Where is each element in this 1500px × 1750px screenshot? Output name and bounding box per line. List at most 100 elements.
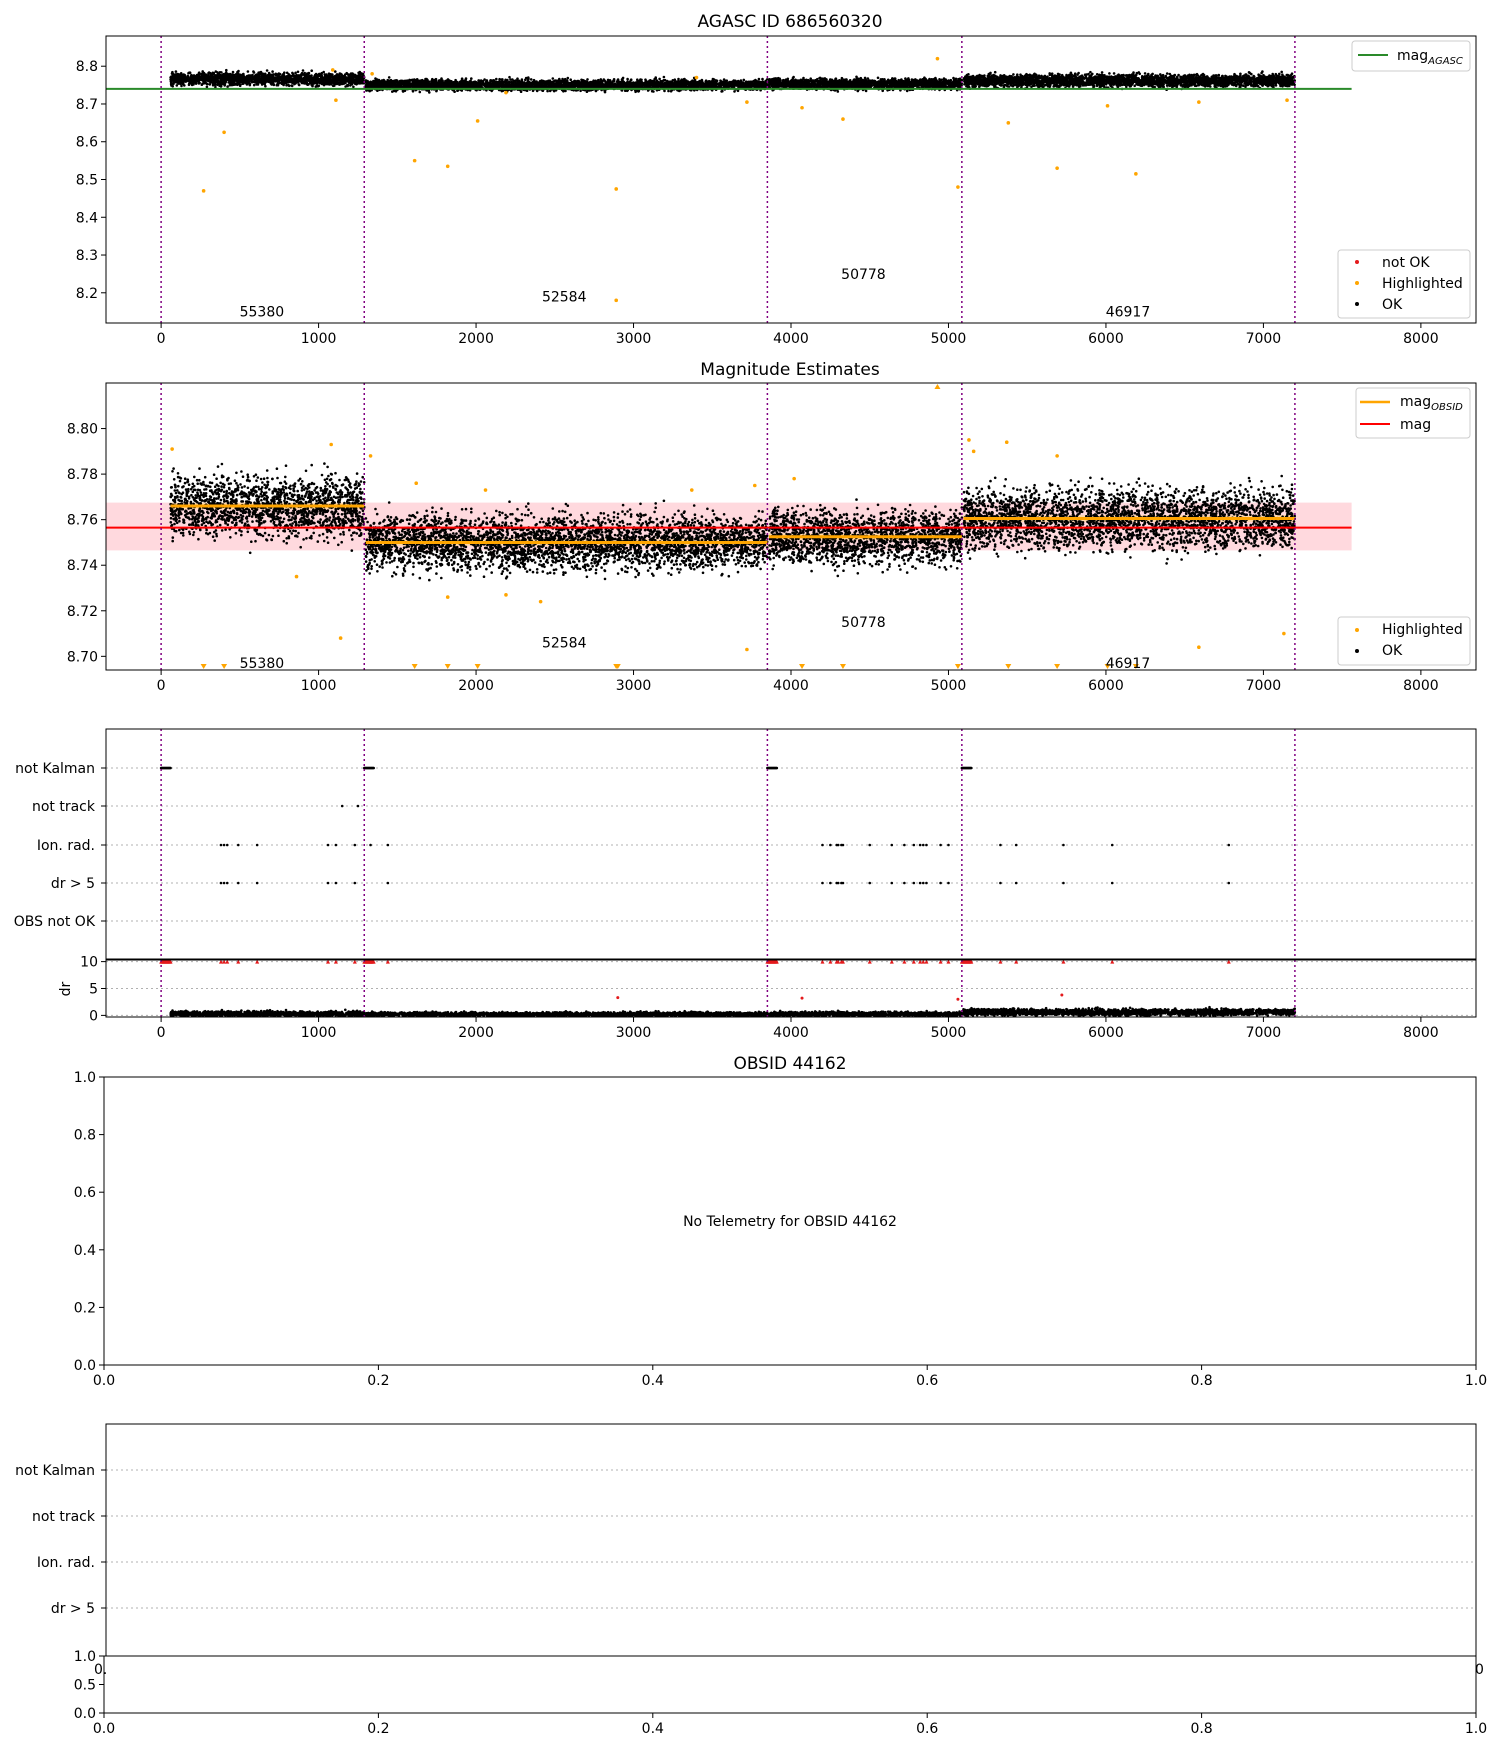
agasc-ok-point <box>189 71 192 74</box>
agasc-ok-point <box>175 70 178 73</box>
agasc-ok-point <box>355 83 358 86</box>
agasc-ok-point <box>297 71 300 74</box>
agasc-ok-point <box>277 79 280 82</box>
agasc-ok-point <box>288 81 291 84</box>
agasc-ok-point <box>293 78 296 81</box>
agasc-ok-point <box>338 75 341 78</box>
agasc-ok-point <box>242 74 245 77</box>
agasc-ok-point <box>171 82 174 85</box>
agasc-ok-point <box>233 74 236 77</box>
agasc-ok-point <box>292 73 295 76</box>
agasc-ok-point <box>332 85 335 88</box>
agasc-ok-point <box>317 85 320 88</box>
agasc-ok-point <box>178 81 181 84</box>
agasc-ok-point <box>324 75 327 78</box>
agasc-ok-point <box>281 75 284 78</box>
agasc-ok-point <box>222 77 225 80</box>
agasc-ok-point <box>190 82 193 85</box>
agasc-ok-point <box>237 81 240 84</box>
agasc-ok-point <box>304 81 307 84</box>
agasc-ok-point <box>232 71 235 74</box>
agasc-ok-point <box>301 72 304 75</box>
agasc-ok-point <box>181 75 184 78</box>
agasc-ok-point <box>355 76 358 79</box>
agasc-ok-point <box>306 78 309 81</box>
agasc-ok-point <box>234 83 237 86</box>
agasc-ok-point <box>344 85 347 88</box>
agasc-ok-point <box>203 73 206 76</box>
agasc-ok-point <box>233 78 236 81</box>
agasc-ok-point <box>209 72 212 75</box>
agasc-ok-point <box>196 76 199 79</box>
agasc-ok-point <box>255 77 258 80</box>
agasc-ok-point <box>266 69 269 72</box>
agasc-ok-point <box>182 82 185 85</box>
agasc-ok-point <box>348 76 351 79</box>
agasc-ok-point <box>293 81 296 84</box>
agasc-ok-point <box>359 73 362 76</box>
agasc-ok-point <box>282 82 285 85</box>
agasc-ok-point <box>267 79 270 82</box>
agasc-ok-point <box>330 73 333 76</box>
agasc-ok-point <box>344 82 347 85</box>
agasc-ok-point <box>249 84 252 87</box>
agasc-ok-point <box>176 75 179 78</box>
agasc-ok-point <box>298 78 301 81</box>
agasc-ok-point <box>226 73 229 76</box>
agasc-ok-point <box>338 83 341 86</box>
agasc-ok-point <box>320 77 323 80</box>
agasc-ok-point <box>329 77 332 80</box>
agasc-ok-point <box>186 75 189 78</box>
agasc-ok-point <box>320 74 323 77</box>
agasc-ok-point <box>348 78 351 81</box>
agasc-ok-point <box>177 79 180 82</box>
agasc-ok-point <box>253 84 256 87</box>
agasc-ok-point <box>270 83 273 86</box>
agasc-ok-point <box>255 83 258 86</box>
agasc-ok-point <box>273 84 276 87</box>
agasc-ok-point <box>352 86 355 89</box>
agasc-ok-point <box>244 79 247 82</box>
agasc-ok-point <box>205 77 208 80</box>
agasc-ok-point <box>171 71 174 74</box>
agasc-ok-point <box>231 73 234 76</box>
agasc-ok-point <box>184 79 187 82</box>
agasc-ok-point <box>193 79 196 82</box>
agasc-ok-point <box>323 73 326 76</box>
agasc-ok-point <box>333 79 336 82</box>
agasc-ok-point <box>271 70 274 73</box>
agasc-ok-point <box>216 80 219 83</box>
agasc-ok-point <box>299 74 302 77</box>
agasc-title: AGASC ID 686560320 <box>697 12 882 32</box>
agasc-ok-point <box>291 85 294 88</box>
agasc-ok-point <box>225 76 228 79</box>
agasc-ok-point <box>247 70 250 73</box>
agasc-ok-point <box>211 77 214 80</box>
agasc-ok-point <box>318 73 321 76</box>
agasc-ok-point <box>223 80 226 83</box>
agasc-ok-point <box>344 73 347 76</box>
agasc-ok-point <box>243 76 246 79</box>
agasc-ok-point <box>188 84 191 87</box>
agasc-ok-point <box>242 82 245 85</box>
agasc-ok-point <box>352 75 355 78</box>
agasc-ok-point <box>295 81 298 84</box>
agasc-ok-point <box>220 83 223 86</box>
agasc-ok-point <box>218 76 221 79</box>
agasc-ok-point <box>195 82 198 85</box>
agasc-ok-point <box>239 85 242 88</box>
agasc-ok-point <box>220 77 223 80</box>
agasc-ok-point <box>294 72 297 75</box>
agasc-ok-point <box>301 82 304 85</box>
agasc-ok-point <box>212 84 215 87</box>
agasc-ok-point <box>259 81 262 84</box>
agasc-ok-point <box>222 73 225 76</box>
agasc-ok-point <box>183 74 186 77</box>
agasc-ok-point <box>288 75 291 78</box>
agasc-ok-point <box>263 76 266 79</box>
agasc-ok-point <box>174 80 177 83</box>
agasc-ok-point <box>287 84 290 87</box>
agasc-ok-point <box>169 78 172 81</box>
agasc-ok-point <box>322 77 325 80</box>
agasc-ok-point <box>271 81 274 84</box>
